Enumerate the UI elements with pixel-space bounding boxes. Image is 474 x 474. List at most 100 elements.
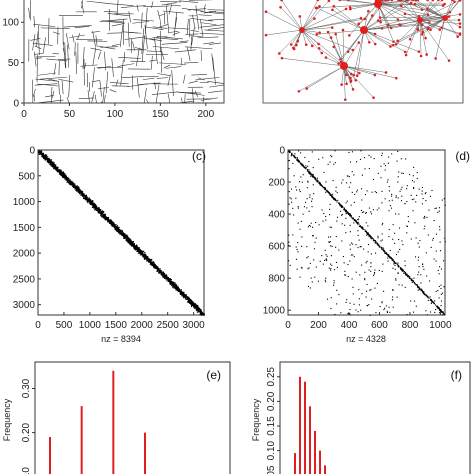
nonzero-entry [389, 311, 391, 313]
nonzero-entry [51, 163, 53, 165]
nonzero-entry [328, 267, 330, 269]
nonzero-entry [88, 200, 90, 202]
network-edge [412, 0, 446, 19]
nonzero-entry [412, 280, 415, 282]
network-node [332, 5, 336, 8]
nonzero-entry [374, 252, 377, 254]
spy-xtick-label: 1500 [105, 320, 128, 331]
nonzero-entry [300, 220, 302, 222]
nonzero-entry [152, 265, 154, 267]
nonzero-entry [178, 289, 180, 291]
nonzero-entry [162, 272, 164, 274]
nonzero-entry [300, 152, 302, 154]
network-node [280, 56, 284, 60]
lattice-segment [98, 45, 116, 50]
nonzero-entry [49, 161, 51, 163]
lattice-segment [127, 83, 148, 88]
nonzero-entry [374, 269, 376, 271]
nonzero-entry [193, 305, 195, 307]
network-node [458, 0, 462, 2]
nonzero-entry [138, 251, 140, 253]
lattice-segment [34, 53, 44, 55]
lattice-segment [200, 97, 218, 101]
nonzero-entry [402, 172, 404, 174]
nonzero-entry [393, 261, 395, 263]
lattice-segment [211, 53, 215, 72]
nonzero-entry [195, 304, 198, 306]
nonzero-entry [110, 223, 112, 225]
nonzero-entry [358, 216, 360, 218]
network-node [456, 35, 460, 38]
nonzero-entry [80, 194, 82, 196]
nonzero-entry [144, 255, 146, 258]
nonzero-entry [387, 257, 389, 259]
network-node [426, 0, 429, 2]
lattice-segment [144, 26, 164, 30]
nonzero-entry [156, 266, 158, 268]
lattice-segment [100, 101, 104, 104]
nonzero-entry [350, 215, 352, 217]
nonzero-entry [344, 224, 346, 226]
lattice-segment [187, 47, 191, 62]
nonzero-entry [330, 195, 333, 197]
lattice-segment [132, 21, 150, 24]
nonzero-entry [143, 257, 145, 259]
nonzero-entry [82, 195, 84, 198]
nonzero-entry [303, 166, 305, 168]
lattice-segment [149, 38, 163, 42]
nonzero-entry [346, 182, 348, 184]
nonzero-entry [54, 165, 56, 167]
network-node [318, 31, 321, 34]
network-node [447, 15, 451, 18]
nonzero-entry [106, 216, 108, 219]
lattice-segment [149, 59, 157, 62]
nonzero-entry [308, 171, 310, 174]
lattice-segment [74, 25, 90, 29]
nonzero-entry [288, 203, 290, 205]
nonzero-entry [314, 241, 316, 243]
nonzero-entry [135, 247, 137, 250]
nonzero-entry [437, 211, 439, 213]
nonzero-entry [66, 176, 68, 178]
nonzero-entry [427, 299, 429, 301]
nonzero-entry [72, 184, 75, 186]
nonzero-entry [150, 258, 152, 260]
network-node [421, 30, 424, 34]
nonzero-entry [64, 173, 66, 175]
nonzero-entry [420, 282, 422, 284]
nonzero-entry [435, 260, 437, 262]
nonzero-entry [315, 221, 317, 224]
nonzero-entry [311, 198, 313, 200]
nonzero-entry [57, 169, 59, 171]
nonzero-entry [172, 284, 174, 286]
nonzero-entry [401, 284, 403, 286]
nonzero-entry [83, 197, 85, 199]
nonzero-entry [319, 184, 321, 186]
nonzero-entry [288, 260, 290, 262]
network-edge [393, 17, 446, 46]
lattice-segment [42, 37, 46, 54]
nonzero-entry [366, 231, 368, 233]
nonzero-entry [142, 256, 145, 258]
nonzero-entry [41, 154, 43, 156]
nonzero-entry [288, 159, 290, 162]
nonzero-entry [81, 195, 83, 197]
nonzero-entry [102, 214, 104, 216]
nonzero-entry [388, 186, 390, 188]
lattice-segment [82, 46, 85, 69]
lattice-segment [35, 57, 42, 59]
nonzero-entry [53, 165, 56, 167]
nonzero-entry [47, 160, 49, 162]
lattice-segment [207, 9, 225, 11]
network-edge [316, 3, 379, 9]
nonzero-entry [136, 245, 138, 247]
nonzero-entry [355, 161, 358, 163]
nonzero-entry [163, 277, 166, 279]
nonzero-entry [56, 170, 59, 172]
nonzero-entry [289, 264, 291, 266]
nonzero-entry [357, 218, 360, 220]
nonzero-entry [133, 247, 135, 249]
nonzero-entry [186, 297, 188, 299]
nonzero-entry [69, 180, 71, 182]
nonzero-entry [101, 210, 104, 212]
